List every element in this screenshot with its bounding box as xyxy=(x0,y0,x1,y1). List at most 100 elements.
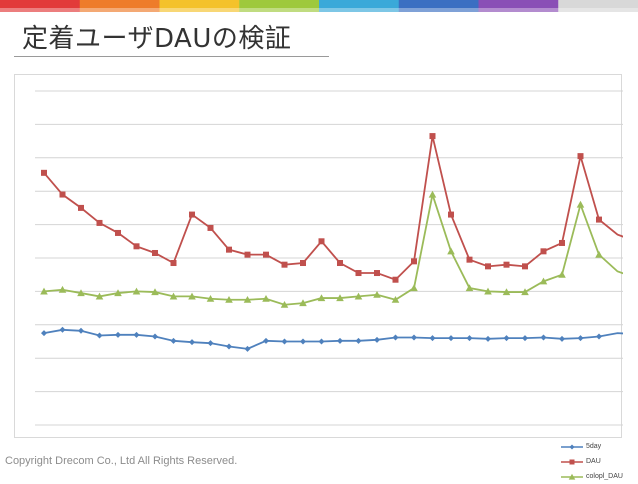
data-point xyxy=(595,250,603,258)
data-point xyxy=(206,294,215,302)
data-point xyxy=(115,229,121,236)
data-point xyxy=(337,260,343,267)
color-band-fade xyxy=(0,8,638,12)
data-point xyxy=(336,294,344,302)
data-point xyxy=(189,211,195,218)
color-band-segment xyxy=(0,0,81,12)
data-point xyxy=(522,335,528,342)
data-point xyxy=(448,211,454,218)
data-point xyxy=(280,300,289,308)
data-point xyxy=(299,299,307,307)
legend-label-colopl-dau: colopl_DAU xyxy=(586,473,623,480)
legend-label-5day: 5day xyxy=(586,443,602,450)
data-point xyxy=(59,191,66,198)
data-point xyxy=(78,204,84,211)
title-underline xyxy=(14,56,329,57)
data-point xyxy=(428,190,437,198)
legend-marker xyxy=(569,459,575,464)
data-point xyxy=(317,294,326,302)
color-band-segment xyxy=(319,0,400,12)
data-point xyxy=(448,335,454,342)
data-point xyxy=(300,338,306,345)
data-point xyxy=(410,284,418,292)
data-point xyxy=(41,169,47,176)
data-point xyxy=(40,287,48,295)
data-point xyxy=(78,327,84,334)
data-point xyxy=(41,330,47,337)
data-point xyxy=(58,285,67,293)
series-markers-1 xyxy=(41,133,602,283)
data-point xyxy=(484,287,492,295)
data-point xyxy=(207,224,214,231)
data-point xyxy=(559,239,565,246)
data-point xyxy=(152,333,158,340)
data-point xyxy=(152,249,158,256)
legend-label-dau: DAU xyxy=(586,458,601,465)
copyright-footer: Copyright Drecom Co., Ltd All Rights Res… xyxy=(5,455,238,467)
data-point xyxy=(263,337,269,344)
data-point xyxy=(281,338,288,345)
data-point xyxy=(243,295,252,303)
data-point xyxy=(502,288,511,296)
data-point xyxy=(115,331,121,338)
line-chart xyxy=(35,90,623,426)
legend-entry-dau: DAU xyxy=(560,454,623,469)
data-point xyxy=(596,333,602,340)
data-point xyxy=(559,335,565,342)
data-point xyxy=(337,337,343,344)
series-markers-2 xyxy=(40,190,603,308)
data-point xyxy=(392,334,399,341)
data-point xyxy=(281,261,288,268)
data-point xyxy=(466,256,473,263)
data-point xyxy=(596,216,602,223)
legend-swatch-5day xyxy=(561,444,583,449)
data-point xyxy=(188,292,196,300)
data-point xyxy=(374,270,380,277)
legend-marker xyxy=(568,473,576,480)
data-point xyxy=(465,284,474,292)
data-point xyxy=(522,263,528,270)
data-point xyxy=(540,248,547,255)
data-point xyxy=(411,334,417,341)
data-point xyxy=(577,335,584,342)
data-point xyxy=(244,345,251,352)
series-line-2 xyxy=(43,190,623,306)
data-point xyxy=(169,292,178,300)
data-point xyxy=(207,340,214,347)
data-point xyxy=(318,238,325,245)
series-line-0 xyxy=(43,328,623,350)
color-band-segment xyxy=(398,0,480,12)
data-point xyxy=(521,288,529,296)
data-point xyxy=(132,287,141,295)
data-point xyxy=(114,289,122,297)
data-point xyxy=(466,335,473,342)
data-point xyxy=(96,219,103,226)
data-point xyxy=(151,288,159,296)
chart-legend: 5day DAU colopl_DAU xyxy=(560,439,623,484)
data-point xyxy=(558,270,566,278)
color-band-segment xyxy=(478,0,560,12)
data-point xyxy=(263,251,269,258)
data-point xyxy=(539,277,548,285)
data-point xyxy=(354,292,363,300)
data-point xyxy=(429,335,436,342)
header-color-band xyxy=(0,0,638,12)
data-point xyxy=(189,339,195,346)
data-point xyxy=(374,336,380,343)
legend-entry-5day: 5day xyxy=(560,439,623,454)
data-point xyxy=(133,243,140,250)
data-point xyxy=(503,335,510,342)
color-band-segment xyxy=(79,0,161,12)
data-point xyxy=(226,343,232,350)
color-band-segment xyxy=(159,0,241,12)
legend-swatch-colopl-dau xyxy=(561,473,583,480)
data-point xyxy=(576,200,585,208)
data-point xyxy=(95,292,104,300)
legend-swatch-dau xyxy=(561,459,583,464)
data-point xyxy=(226,246,232,253)
data-point xyxy=(503,261,510,268)
data-point xyxy=(300,260,306,267)
data-point xyxy=(485,335,491,342)
data-point xyxy=(170,260,177,267)
data-point xyxy=(392,276,399,283)
